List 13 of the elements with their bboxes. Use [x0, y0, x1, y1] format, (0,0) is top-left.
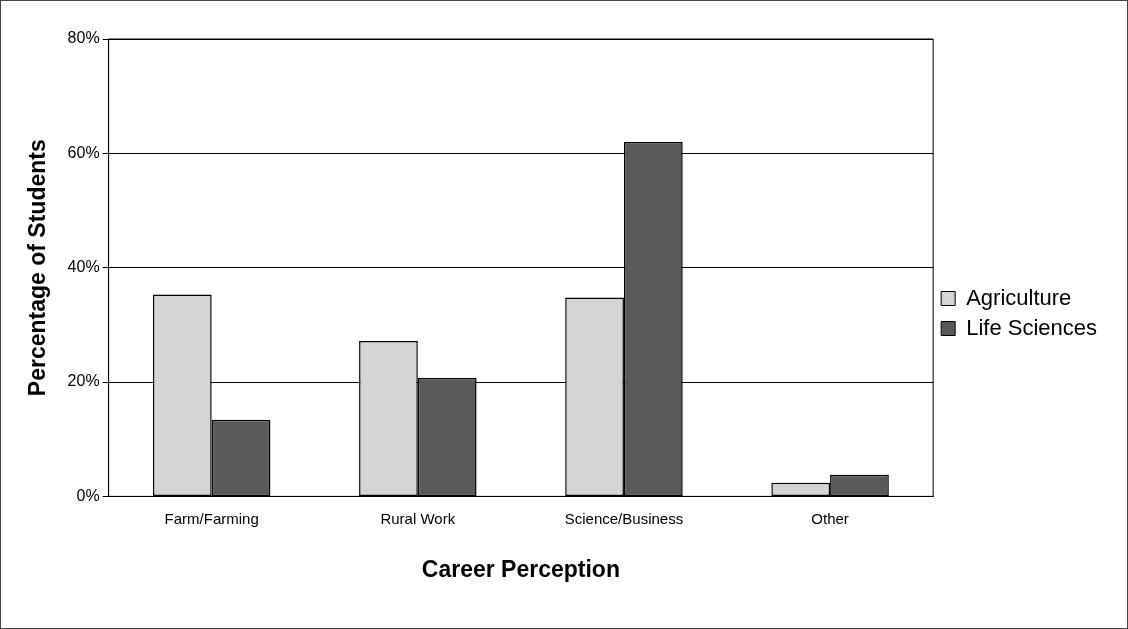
y-tick-label: 40%	[67, 258, 100, 276]
y-tick-label: 60%	[67, 143, 100, 161]
legend-label: Life Sciences	[966, 314, 1098, 340]
x-tick-label: Science/Business	[564, 509, 684, 527]
x-tick-label: Farm/Farming	[164, 509, 259, 527]
y-axis-title: Percentage of Students	[24, 139, 51, 397]
legend-label: Agriculture	[966, 284, 1072, 310]
x-tick-label: Other	[811, 509, 849, 527]
y-tick-label: 20%	[67, 372, 100, 390]
y-tick-label: 0%	[76, 486, 100, 504]
x-tick-label: Rural Work	[380, 509, 456, 527]
x-axis-title: Career Perception	[421, 555, 620, 582]
y-tick-label: 80%	[67, 29, 100, 47]
